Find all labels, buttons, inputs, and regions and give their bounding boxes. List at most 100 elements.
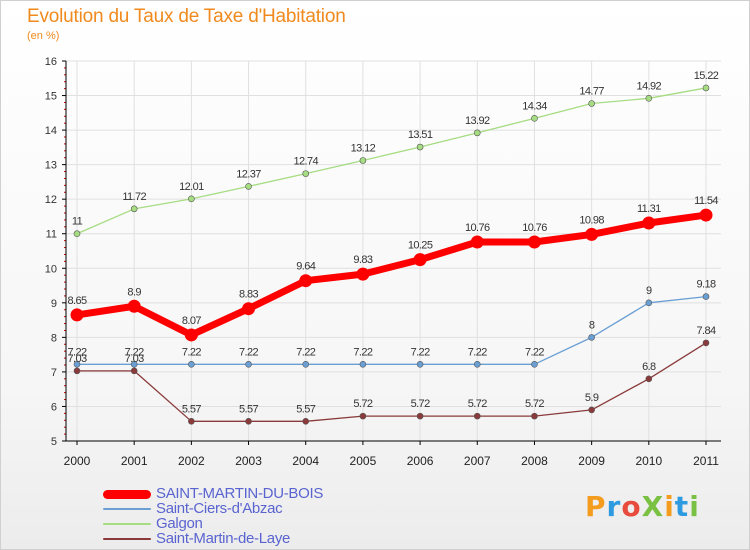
data-point-saint-ciers-d-abzac — [73, 361, 81, 368]
data-label-galgon: 12.37 — [236, 168, 261, 180]
data-point-saint-martin-du-bois — [299, 274, 313, 288]
data-label-saint-martin-de-laye: 5.72 — [525, 398, 544, 410]
data-point-saint-ciers-d-abzac — [302, 361, 310, 368]
data-label-saint-ciers-d-abzac: 7.22 — [67, 346, 86, 358]
data-point-saint-martin-du-bois — [356, 267, 370, 281]
data-label-saint-martin-de-laye: 5.57 — [182, 403, 201, 415]
data-point-saint-ciers-d-abzac — [531, 361, 538, 368]
data-label-saint-martin-de-laye: 5.72 — [468, 398, 487, 410]
legend-swatch — [103, 508, 151, 510]
x-tick-label: 2004 — [292, 454, 319, 468]
data-point-saint-martin-de-laye — [588, 406, 595, 414]
data-point-saint-martin-de-laye — [130, 367, 138, 375]
data-point-saint-martin-du-bois — [470, 235, 484, 249]
axes — [62, 60, 721, 445]
data-point-saint-martin-du-bois — [585, 227, 599, 241]
data-label-saint-martin-du-bois: 10.76 — [465, 222, 490, 234]
data-point-saint-martin-de-laye — [302, 418, 310, 425]
x-tick-label: 2006 — [407, 454, 434, 468]
data-label-saint-martin-du-bois: 11.54 — [694, 195, 718, 207]
data-label-saint-martin-du-bois: 11.31 — [637, 203, 661, 215]
data-point-saint-ciers-d-abzac — [130, 361, 138, 368]
data-label-saint-martin-de-laye: 5.72 — [353, 398, 372, 410]
data-point-saint-martin-de-laye — [188, 418, 195, 425]
y-tick-labels: 5 6 7 8 9 10 11 12 13 14 15 16 — [45, 56, 57, 448]
data-label-saint-ciers-d-abzac: 7.22 — [353, 346, 372, 358]
legend-swatch — [103, 489, 151, 499]
logo-letter: i — [689, 490, 700, 523]
series-lines — [70, 84, 713, 425]
data-point-galgon — [359, 157, 367, 164]
data-point-galgon — [130, 205, 138, 213]
x-tick-label: 2000 — [64, 454, 91, 468]
data-label-saint-martin-de-laye: 7.03 — [67, 353, 86, 365]
series-line — [77, 342, 707, 422]
logo-letter: t — [674, 490, 690, 523]
data-label-saint-ciers-d-abzac: 9 — [646, 285, 652, 297]
logo-letter: X — [641, 490, 665, 523]
y-tick-label: 15 — [45, 91, 57, 103]
data-label-saint-martin-du-bois: 9.83 — [353, 254, 372, 266]
y-tick-label: 10 — [45, 263, 57, 275]
data-label-saint-ciers-d-abzac: 7.22 — [411, 346, 430, 358]
x-tick-label: 2007 — [464, 454, 491, 468]
legend-label: Saint-Martin-de-Laye — [156, 530, 291, 547]
data-point-saint-martin-de-laye — [416, 412, 424, 420]
legend-item-galgon: Galgon — [103, 515, 323, 532]
data-point-saint-ciers-d-abzac — [245, 361, 252, 368]
data-label-saint-martin-du-bois: 8.9 — [127, 286, 141, 298]
data-label-saint-ciers-d-abzac: 9.18 — [696, 279, 715, 291]
data-label-galgon: 11 — [72, 216, 83, 228]
data-label-galgon: 12.74 — [293, 156, 318, 168]
data-point-saint-martin-du-bois — [699, 208, 713, 222]
data-label-saint-martin-du-bois: 10.98 — [579, 214, 604, 226]
grid-lines — [66, 60, 721, 442]
data-label-saint-martin-de-laye: 5.9 — [585, 392, 599, 404]
y-tick-label: 7 — [51, 367, 57, 379]
data-label-saint-martin-de-laye: 5.57 — [239, 403, 258, 415]
data-label-galgon: 15.22 — [694, 70, 719, 82]
y-tick-label: 14 — [45, 125, 57, 137]
legend-label: Galgon — [156, 515, 203, 532]
data-label-saint-ciers-d-abzac: 7.22 — [525, 346, 544, 358]
legend-item-saint-martin-de-laye: Saint-Martin-de-Laye — [103, 530, 323, 547]
data-point-saint-martin-du-bois — [70, 308, 84, 322]
data-label-galgon: 14.34 — [522, 100, 547, 112]
data-point-saint-martin-de-laye — [473, 412, 481, 420]
data-label-galgon: 13.92 — [465, 115, 490, 127]
data-point-galgon — [531, 115, 538, 122]
data-label-saint-martin-de-laye: 5.57 — [296, 403, 315, 415]
data-point-saint-ciers-d-abzac — [645, 299, 653, 307]
data-point-saint-ciers-d-abzac — [188, 361, 195, 368]
data-point-saint-martin-de-laye — [702, 339, 710, 347]
data-labels: 8.65 8.9 8.07 8.83 9.64 9.83 10.25 10.76 10.76 10… — [67, 70, 719, 415]
data-label-saint-ciers-d-abzac: 7.22 — [182, 346, 201, 358]
legend-label: Saint-Ciers-d'Abzac — [156, 500, 283, 517]
data-label-galgon: 13.51 — [408, 129, 433, 141]
data-point-saint-martin-de-laye — [645, 375, 653, 383]
data-label-saint-ciers-d-abzac: 7.22 — [296, 346, 315, 358]
data-label-saint-martin-de-laye: 7.84 — [696, 325, 715, 337]
data-point-galgon — [73, 230, 81, 238]
legend-label: SAINT-MARTIN-DU-BOIS — [156, 485, 324, 502]
x-tick-labels: 2000 2001 2002 2003 2004 2005 2006 2007 2008 2009… — [64, 454, 720, 468]
series-line — [77, 295, 707, 365]
data-point-saint-martin-de-laye — [245, 418, 252, 425]
data-point-saint-martin-du-bois — [184, 328, 198, 342]
logo-letter: i — [664, 490, 675, 523]
unit-label: (en %) — [27, 30, 60, 42]
x-tick-label: 2011 — [693, 454, 719, 468]
y-tick-label: 6 — [51, 401, 57, 413]
data-point-saint-ciers-d-abzac — [702, 293, 710, 300]
data-label-saint-ciers-d-abzac: 7.22 — [239, 346, 258, 358]
data-label-saint-martin-du-bois: 10.25 — [408, 240, 433, 252]
y-tick-label: 8 — [51, 332, 57, 344]
data-label-saint-ciers-d-abzac: 7.22 — [468, 346, 487, 358]
data-label-saint-ciers-d-abzac: 8 — [589, 319, 595, 331]
data-point-saint-ciers-d-abzac — [473, 361, 481, 368]
data-label-saint-martin-du-bois: 10.76 — [522, 222, 547, 234]
legend-item-saint-martin-du-bois: SAINT-MARTIN-DU-BOIS — [103, 485, 324, 502]
x-tick-label: 2010 — [635, 454, 662, 468]
